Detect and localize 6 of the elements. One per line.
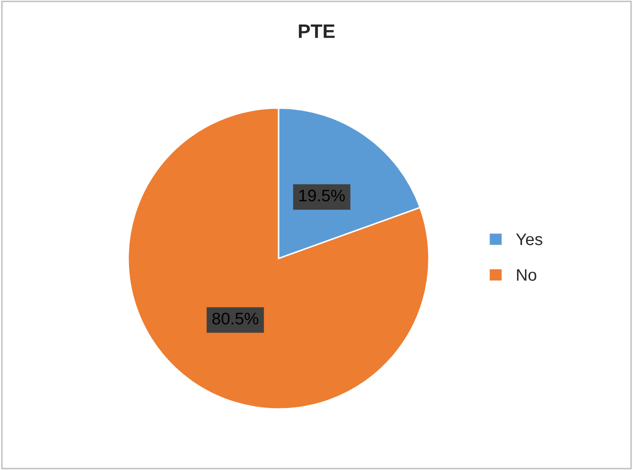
legend-label: Yes [516,234,542,246]
pie-slice [127,107,430,410]
chart-title: PTE [298,24,335,38]
data-label: 19.5% [299,190,345,202]
legend-label: No [517,269,536,281]
data-label: 80.5% [212,312,258,324]
